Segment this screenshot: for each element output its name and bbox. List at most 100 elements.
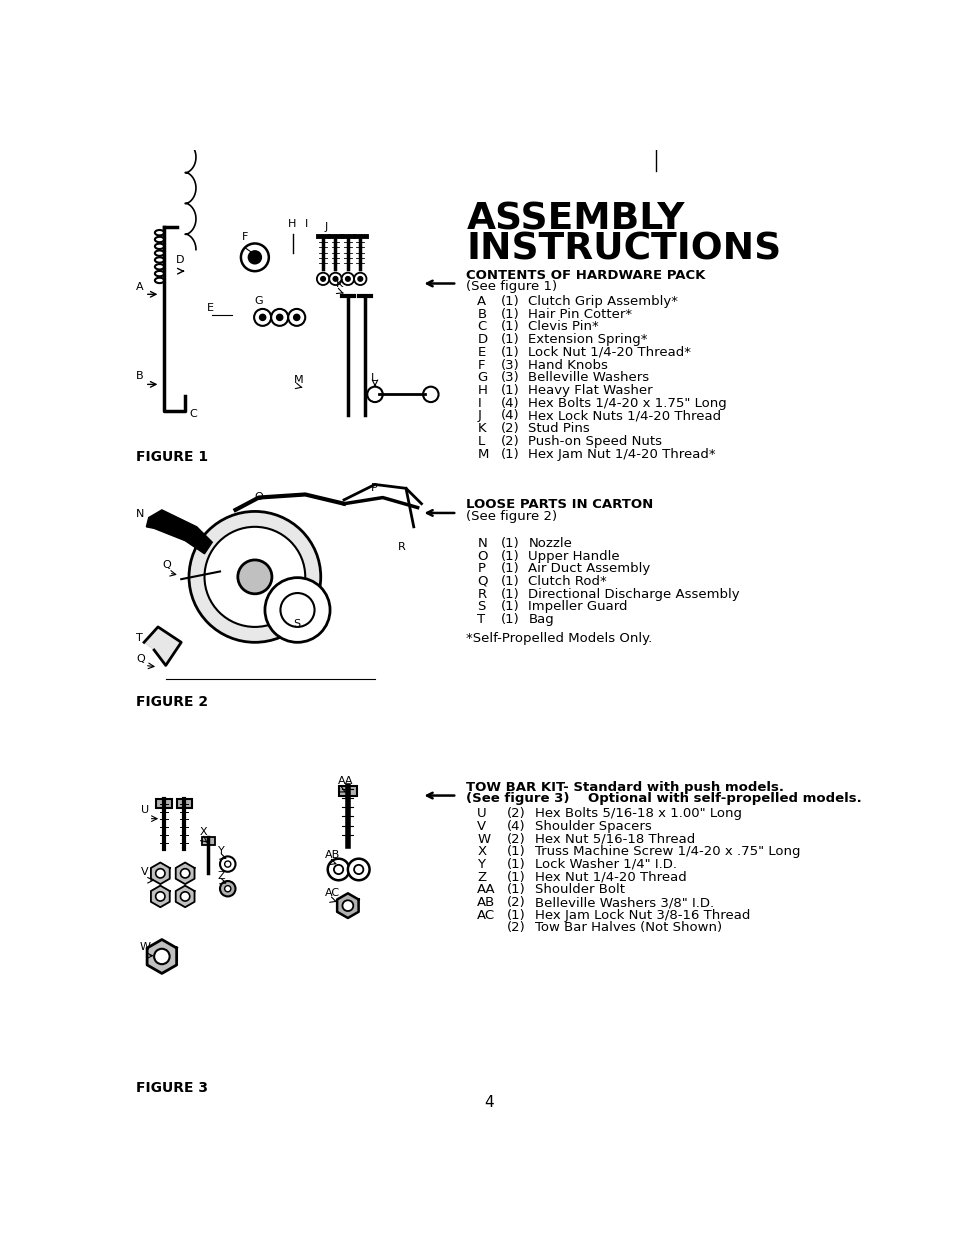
Circle shape bbox=[422, 386, 438, 402]
Text: Clutch Rod*: Clutch Rod* bbox=[528, 574, 606, 588]
Text: Hex Lock Nuts 1/4-20 Thread: Hex Lock Nuts 1/4-20 Thread bbox=[528, 410, 720, 422]
Text: E: E bbox=[207, 303, 213, 313]
Ellipse shape bbox=[154, 237, 164, 242]
Ellipse shape bbox=[154, 278, 164, 283]
Text: Shoulder Spacers: Shoulder Spacers bbox=[534, 820, 651, 832]
Text: Q: Q bbox=[162, 559, 172, 569]
Text: (2): (2) bbox=[506, 896, 525, 910]
Circle shape bbox=[220, 856, 235, 872]
Text: T: T bbox=[136, 633, 143, 643]
Text: AA: AA bbox=[476, 883, 496, 896]
Text: Y: Y bbox=[217, 846, 224, 856]
Circle shape bbox=[180, 868, 190, 878]
Text: P: P bbox=[371, 482, 377, 492]
Text: B: B bbox=[476, 308, 486, 320]
Text: (1): (1) bbox=[500, 562, 518, 576]
Text: H: H bbox=[476, 384, 487, 397]
Text: FIGURE 1: FIGURE 1 bbox=[136, 450, 208, 464]
Circle shape bbox=[341, 273, 354, 285]
Circle shape bbox=[180, 892, 190, 901]
Circle shape bbox=[367, 386, 382, 402]
Text: I: I bbox=[476, 396, 480, 410]
Text: AC: AC bbox=[476, 908, 495, 922]
Ellipse shape bbox=[154, 257, 164, 263]
Text: (1): (1) bbox=[500, 588, 518, 601]
Text: (See figure 3)    Optional with self-propelled models.: (See figure 3) Optional with self-propel… bbox=[466, 792, 862, 805]
Circle shape bbox=[345, 277, 350, 282]
Ellipse shape bbox=[154, 250, 164, 255]
Text: Heavy Flat Washer: Heavy Flat Washer bbox=[528, 384, 653, 397]
Text: (2): (2) bbox=[500, 422, 518, 435]
Polygon shape bbox=[144, 627, 181, 665]
Text: Tow Bar Halves (Not Shown): Tow Bar Halves (Not Shown) bbox=[534, 922, 721, 934]
Text: M: M bbox=[476, 447, 488, 461]
Text: J: J bbox=[324, 222, 328, 232]
Text: S: S bbox=[476, 601, 485, 613]
Bar bbox=[156, 799, 172, 807]
Circle shape bbox=[328, 858, 349, 880]
Text: (1): (1) bbox=[506, 883, 525, 896]
Text: *Self-Propelled Models Only.: *Self-Propelled Models Only. bbox=[466, 632, 652, 645]
Text: Z: Z bbox=[476, 871, 486, 883]
Text: Y: Y bbox=[476, 858, 485, 871]
Text: Impeller Guard: Impeller Guard bbox=[528, 601, 627, 613]
Text: L: L bbox=[476, 435, 484, 447]
Text: Truss Machine Screw 1/4-20 x .75" Long: Truss Machine Screw 1/4-20 x .75" Long bbox=[534, 845, 800, 858]
Polygon shape bbox=[146, 510, 212, 553]
Text: O: O bbox=[476, 549, 487, 562]
Ellipse shape bbox=[154, 244, 164, 249]
Circle shape bbox=[329, 273, 341, 285]
Text: R: R bbox=[397, 542, 406, 552]
Polygon shape bbox=[151, 886, 170, 907]
Text: S: S bbox=[294, 619, 300, 629]
Text: V: V bbox=[141, 867, 149, 877]
Text: Q: Q bbox=[476, 574, 487, 588]
Text: D: D bbox=[476, 333, 487, 346]
Circle shape bbox=[357, 277, 362, 282]
Bar bbox=[202, 837, 214, 845]
Text: M: M bbox=[294, 375, 303, 385]
Text: (4): (4) bbox=[500, 396, 518, 410]
Text: (See figure 1): (See figure 1) bbox=[466, 280, 557, 293]
Text: (1): (1) bbox=[500, 295, 518, 308]
Text: (1): (1) bbox=[500, 447, 518, 461]
Text: R: R bbox=[476, 588, 486, 601]
Text: AB: AB bbox=[324, 850, 339, 860]
Text: G: G bbox=[254, 295, 263, 305]
Circle shape bbox=[334, 865, 343, 875]
Circle shape bbox=[253, 309, 271, 326]
Text: F: F bbox=[476, 359, 484, 371]
Circle shape bbox=[265, 578, 330, 643]
Text: A: A bbox=[476, 295, 486, 308]
Text: Upper Handle: Upper Handle bbox=[528, 549, 619, 562]
Bar bbox=[176, 799, 192, 807]
Text: W: W bbox=[476, 832, 490, 846]
Text: (2): (2) bbox=[506, 807, 525, 820]
Text: Q: Q bbox=[136, 654, 145, 664]
Text: Z: Z bbox=[217, 871, 225, 881]
Text: (1): (1) bbox=[500, 384, 518, 397]
Circle shape bbox=[189, 511, 320, 643]
Text: (1): (1) bbox=[506, 871, 525, 883]
Text: Bag: Bag bbox=[528, 613, 554, 625]
Text: C: C bbox=[476, 320, 486, 334]
Text: (2): (2) bbox=[506, 832, 525, 846]
Text: Lock Washer 1/4" I.D.: Lock Washer 1/4" I.D. bbox=[534, 858, 676, 871]
Text: (1): (1) bbox=[506, 858, 525, 871]
Text: Directional Discharge Assembly: Directional Discharge Assembly bbox=[528, 588, 740, 601]
Text: TOW BAR KIT- Standard with push models.: TOW BAR KIT- Standard with push models. bbox=[466, 781, 783, 794]
Text: ASSEMBLY: ASSEMBLY bbox=[466, 202, 684, 238]
Text: K: K bbox=[476, 422, 485, 435]
Text: Clutch Grip Assembly*: Clutch Grip Assembly* bbox=[528, 295, 678, 308]
Text: I: I bbox=[305, 218, 308, 228]
Text: (1): (1) bbox=[500, 613, 518, 625]
Ellipse shape bbox=[154, 270, 164, 277]
Text: (2): (2) bbox=[500, 435, 518, 447]
Text: LOOSE PARTS IN CARTON: LOOSE PARTS IN CARTON bbox=[466, 498, 653, 511]
Ellipse shape bbox=[154, 231, 164, 235]
Circle shape bbox=[280, 593, 314, 627]
Text: CONTENTS OF HARDWARE PACK: CONTENTS OF HARDWARE PACK bbox=[466, 269, 705, 282]
Text: (1): (1) bbox=[506, 845, 525, 858]
Text: K: K bbox=[335, 279, 343, 289]
Text: D: D bbox=[175, 255, 184, 265]
